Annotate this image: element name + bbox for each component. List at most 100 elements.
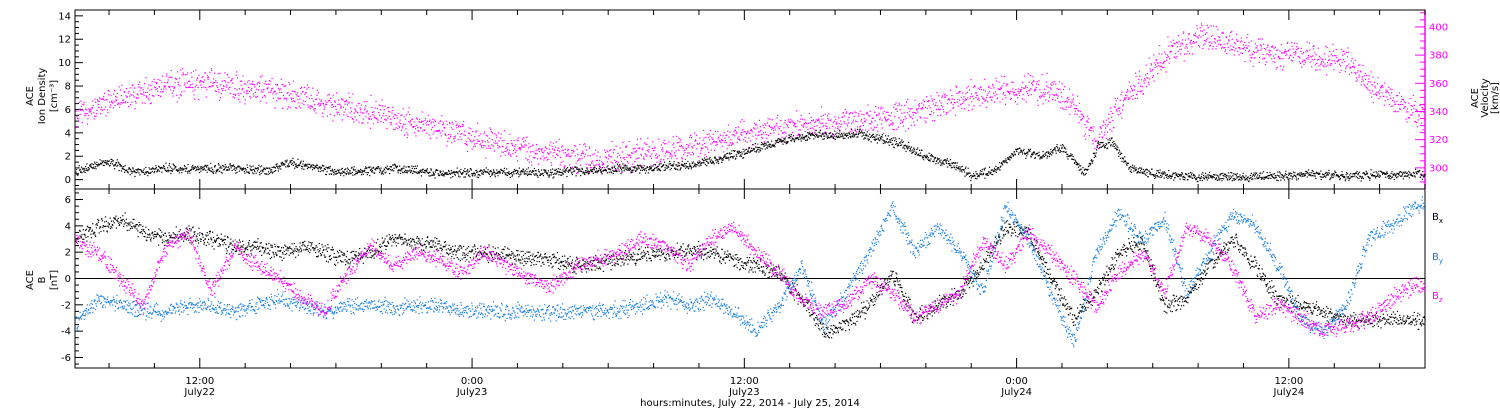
velocity-point — [1036, 81, 1038, 83]
density-point — [569, 170, 571, 172]
velocity-point — [691, 151, 693, 153]
density-point — [782, 140, 784, 142]
velocity-point — [1050, 88, 1052, 90]
density-point — [658, 169, 660, 171]
density-point — [120, 170, 122, 172]
density-point — [582, 172, 584, 174]
density-point — [839, 130, 841, 132]
velocity-point — [991, 96, 993, 98]
density-point — [738, 152, 740, 154]
density-point — [808, 132, 810, 134]
velocity-point — [1021, 98, 1023, 100]
velocity-point — [1352, 65, 1354, 67]
velocity-point — [164, 82, 166, 84]
velocity-point — [743, 139, 745, 141]
velocity-point — [819, 126, 821, 129]
density-point — [822, 138, 824, 140]
density-point — [503, 170, 505, 172]
density-point — [156, 171, 158, 173]
velocity-point — [1085, 127, 1087, 129]
density-point — [128, 168, 130, 170]
density-point — [744, 149, 746, 151]
density-point — [692, 162, 694, 164]
density-point — [592, 172, 594, 174]
density-point — [830, 136, 832, 138]
density-point — [641, 167, 643, 169]
velocity-point — [840, 120, 842, 122]
density-point — [927, 157, 929, 159]
density-point — [547, 174, 549, 176]
density-point — [145, 166, 147, 168]
density-point — [154, 168, 157, 170]
velocity-point — [636, 138, 638, 140]
density-point — [888, 141, 890, 143]
density-point — [934, 156, 937, 159]
density-point — [164, 169, 166, 172]
velocity-point — [987, 101, 989, 103]
velocity-point — [152, 94, 154, 96]
velocity-point — [418, 129, 420, 132]
density-point — [482, 170, 484, 172]
velocity-point — [769, 132, 771, 135]
velocity-point — [247, 86, 250, 89]
velocity-point — [122, 99, 124, 101]
velocity-point — [1300, 50, 1302, 52]
velocity-point — [279, 91, 281, 93]
density-point — [545, 171, 547, 173]
velocity-point — [1253, 51, 1256, 54]
velocity-point — [212, 85, 214, 87]
velocity-point — [1395, 111, 1397, 113]
density-point — [309, 163, 311, 165]
velocity-point — [1317, 58, 1320, 61]
density-point — [306, 168, 309, 170]
density-point — [353, 166, 355, 168]
velocity-point — [98, 100, 100, 102]
velocity-point — [1260, 49, 1262, 51]
velocity-point — [573, 150, 575, 153]
density-point — [913, 147, 915, 149]
density-point — [344, 172, 346, 174]
velocity-point — [905, 130, 907, 132]
density-point — [568, 170, 570, 172]
density-point — [811, 134, 813, 136]
velocity-point — [467, 137, 469, 139]
density-point — [399, 172, 402, 174]
velocity-point — [959, 91, 961, 93]
density-point — [149, 172, 151, 174]
velocity-point — [243, 83, 245, 85]
velocity-point — [692, 154, 694, 156]
density-point — [317, 168, 319, 170]
density-point — [758, 146, 760, 149]
velocity-point — [277, 87, 279, 89]
density-point — [555, 169, 557, 172]
density-point — [593, 167, 595, 169]
density-point — [920, 155, 922, 157]
velocity-point — [408, 121, 410, 123]
velocity-point — [551, 164, 553, 166]
velocity-point — [223, 86, 225, 88]
velocity-point — [263, 94, 265, 97]
velocity-point — [862, 122, 864, 124]
velocity-point — [419, 121, 421, 123]
velocity-point — [484, 145, 486, 147]
velocity-point — [1100, 128, 1102, 130]
velocity-point — [907, 127, 909, 130]
velocity-point — [742, 129, 744, 131]
velocity-point — [1356, 72, 1358, 74]
density-point — [626, 167, 628, 169]
velocity-point — [124, 102, 126, 104]
velocity-point — [1052, 83, 1055, 85]
velocity-point — [1001, 85, 1003, 87]
velocity-point — [1388, 103, 1390, 105]
velocity-point — [564, 165, 566, 167]
density-point — [644, 168, 646, 170]
density-point — [400, 168, 402, 170]
velocity-point — [551, 145, 553, 147]
density-point — [634, 167, 636, 169]
velocity-point — [486, 147, 488, 149]
velocity-point — [1375, 93, 1377, 95]
density-point — [347, 172, 349, 174]
velocity-point — [277, 97, 279, 99]
velocity-point — [1001, 75, 1003, 78]
velocity-point — [649, 155, 652, 157]
